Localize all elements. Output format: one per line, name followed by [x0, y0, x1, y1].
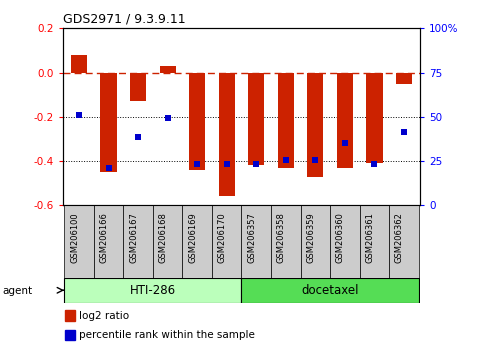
Text: docetaxel: docetaxel [301, 284, 359, 297]
FancyBboxPatch shape [64, 278, 242, 303]
Text: GSM206360: GSM206360 [336, 212, 345, 263]
Bar [337, 73, 353, 168]
Text: GSM206362: GSM206362 [395, 212, 404, 263]
FancyBboxPatch shape [389, 205, 419, 278]
Bar [159, 66, 176, 73]
Bar [71, 55, 87, 73]
FancyBboxPatch shape [212, 205, 242, 278]
Bar [189, 73, 205, 170]
FancyBboxPatch shape [242, 205, 271, 278]
Text: GSM206166: GSM206166 [99, 212, 109, 263]
Bar [65, 330, 74, 340]
Point [282, 157, 290, 163]
Text: GSM206167: GSM206167 [129, 212, 138, 263]
FancyBboxPatch shape [271, 205, 300, 278]
Bar [100, 73, 117, 172]
Point [370, 161, 378, 167]
Point [400, 130, 408, 135]
Point [75, 112, 83, 118]
Text: GSM206169: GSM206169 [188, 212, 197, 263]
Bar [278, 73, 294, 168]
Text: GSM206100: GSM206100 [70, 212, 79, 263]
Text: GSM206361: GSM206361 [366, 212, 374, 263]
FancyBboxPatch shape [360, 205, 389, 278]
Bar [366, 73, 383, 163]
Bar [219, 73, 235, 196]
FancyBboxPatch shape [242, 278, 419, 303]
FancyBboxPatch shape [330, 205, 360, 278]
FancyBboxPatch shape [64, 205, 94, 278]
Point [164, 115, 171, 121]
Point [105, 165, 113, 171]
FancyBboxPatch shape [183, 205, 212, 278]
FancyBboxPatch shape [300, 205, 330, 278]
Point [223, 161, 230, 167]
Point [253, 161, 260, 167]
Bar [130, 73, 146, 101]
Point [312, 157, 319, 163]
Text: percentile rank within the sample: percentile rank within the sample [79, 330, 255, 340]
Bar [396, 73, 412, 84]
Text: GSM206168: GSM206168 [158, 212, 168, 263]
Bar [307, 73, 324, 177]
Point [341, 141, 349, 146]
Text: GDS2971 / 9.3.9.11: GDS2971 / 9.3.9.11 [63, 13, 185, 26]
Text: log2 ratio: log2 ratio [79, 310, 129, 320]
Bar [65, 310, 74, 321]
Text: GSM206358: GSM206358 [277, 212, 286, 263]
FancyBboxPatch shape [123, 205, 153, 278]
Bar [248, 73, 264, 166]
Point [193, 161, 201, 167]
Text: GSM206359: GSM206359 [306, 212, 315, 263]
Text: GSM206170: GSM206170 [218, 212, 227, 263]
FancyBboxPatch shape [94, 205, 123, 278]
Point [134, 134, 142, 139]
Text: HTI-286: HTI-286 [130, 284, 176, 297]
Text: agent: agent [2, 286, 32, 296]
Text: GSM206357: GSM206357 [247, 212, 256, 263]
FancyBboxPatch shape [153, 205, 183, 278]
